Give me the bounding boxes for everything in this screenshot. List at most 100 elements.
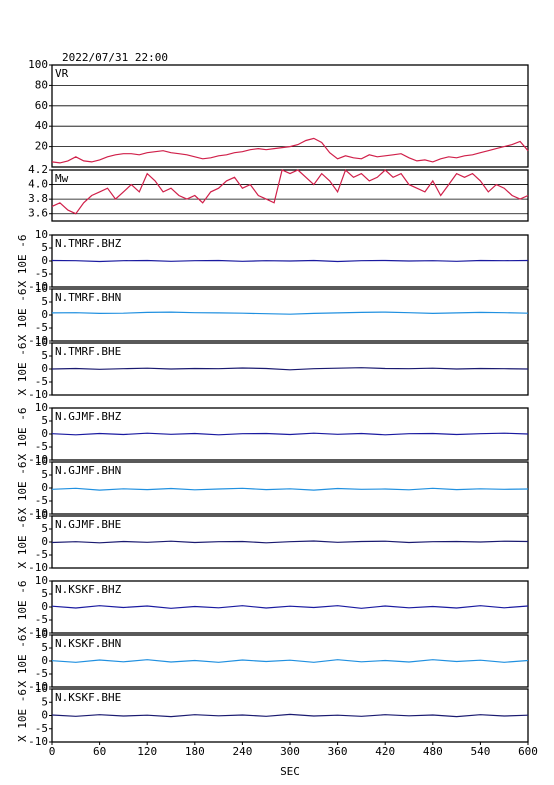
panel-label: N.TMRF.BHN xyxy=(55,291,121,304)
y-tick-label: -10 xyxy=(28,280,48,293)
y-tick-label: 0 xyxy=(41,600,48,613)
chart-title: 2022/07/31 22:00 xyxy=(62,51,168,64)
y-tick-label: 10 xyxy=(35,455,48,468)
y-tick-label: 3.6 xyxy=(28,207,48,220)
y-tick-label: 3.8 xyxy=(28,192,48,205)
data-line xyxy=(51,137,529,164)
y-tick-label: -10 xyxy=(28,561,48,574)
y-tick-label: 10 xyxy=(35,282,48,295)
data-line xyxy=(51,432,529,436)
y-tick-label: -5 xyxy=(35,440,48,453)
data-line xyxy=(51,168,529,215)
y-tick-label: 10 xyxy=(35,628,48,641)
y-tick-label: -5 xyxy=(35,548,48,561)
y-tick-label: -10 xyxy=(28,626,48,639)
y-axis-label: X 10E -6 xyxy=(16,289,29,342)
data-line xyxy=(51,713,529,718)
y-axis-label: X 10E -6 xyxy=(16,581,29,634)
data-line xyxy=(51,540,529,544)
y-tick-label: 5 xyxy=(41,414,48,427)
y-tick-label: -10 xyxy=(28,334,48,347)
x-tick-label: 120 xyxy=(137,745,157,758)
y-tick-label: -5 xyxy=(35,667,48,680)
panel-label: N.GJMF.BHZ xyxy=(55,410,122,423)
data-line xyxy=(51,259,529,263)
panel-label: Mw xyxy=(55,172,69,185)
panel-label: N.TMRF.BHE xyxy=(55,345,121,358)
y-tick-label: 4.0 xyxy=(28,178,48,191)
y-tick-label: 5 xyxy=(41,295,48,308)
x-tick-label: 180 xyxy=(185,745,205,758)
panel-label: VR xyxy=(55,67,69,80)
x-tick-label: 540 xyxy=(470,745,490,758)
x-tick-label: 420 xyxy=(375,745,395,758)
y-tick-label: 80 xyxy=(35,78,48,91)
y-tick-label: 0 xyxy=(41,709,48,722)
y-tick-label: 10 xyxy=(35,228,48,241)
y-tick-label: -5 xyxy=(35,494,48,507)
data-line xyxy=(51,605,529,609)
y-tick-label: 10 xyxy=(35,682,48,695)
y-tick-label: -10 xyxy=(28,680,48,693)
y-tick-label: 0 xyxy=(41,535,48,548)
data-line xyxy=(51,659,529,663)
y-tick-label: 5 xyxy=(41,241,48,254)
y-tick-label: -10 xyxy=(28,388,48,401)
y-tick-label: -5 xyxy=(35,321,48,334)
x-tick-label: 0 xyxy=(49,745,56,758)
panel-label: N.KSKF.BHE xyxy=(55,691,121,704)
x-tick-label: 240 xyxy=(232,745,252,758)
y-tick-label: 5 xyxy=(41,349,48,362)
y-tick-label: 5 xyxy=(41,695,48,708)
y-tick-label: 10 xyxy=(35,336,48,349)
y-tick-label: 10 xyxy=(35,401,48,414)
y-tick-label: 5 xyxy=(41,468,48,481)
x-tick-label: 480 xyxy=(423,745,443,758)
y-axis-label: X 10E -6 xyxy=(16,408,29,461)
y-tick-label: 0 xyxy=(41,308,48,321)
y-tick-label: -5 xyxy=(35,267,48,280)
y-tick-label: 0 xyxy=(41,654,48,667)
panel-label: N.TMRF.BHZ xyxy=(55,237,122,250)
y-axis-label: X 10E -6 xyxy=(16,635,29,688)
panel-label: N.GJMF.BHE xyxy=(55,518,121,531)
y-axis-label: X 10E -6 xyxy=(16,689,29,742)
y-tick-label: -5 xyxy=(35,375,48,388)
y-tick-label: 40 xyxy=(35,119,48,132)
y-tick-label: 60 xyxy=(35,99,48,112)
panel-label: N.KSKF.BHZ xyxy=(55,583,122,596)
y-tick-label: 100 xyxy=(28,58,48,71)
y-tick-label: -10 xyxy=(28,453,48,466)
x-tick-label: 600 xyxy=(518,745,538,758)
panel-label: N.GJMF.BHN xyxy=(55,464,121,477)
y-tick-label: -5 xyxy=(35,613,48,626)
panel-frame xyxy=(51,288,529,342)
x-axis-label: SEC xyxy=(280,765,300,778)
y-tick-label: 4.2 xyxy=(28,163,48,176)
y-tick-label: -5 xyxy=(35,722,48,735)
y-tick-label: 10 xyxy=(35,509,48,522)
panel-label: N.KSKF.BHN xyxy=(55,637,121,650)
y-tick-label: 0 xyxy=(41,481,48,494)
y-tick-label: 0 xyxy=(41,362,48,375)
x-tick-label: 60 xyxy=(93,745,106,758)
data-line xyxy=(51,367,529,371)
y-axis-label: X 10E -6 xyxy=(16,462,29,515)
data-line xyxy=(51,487,529,491)
y-tick-label: -10 xyxy=(28,507,48,520)
y-tick-label: -10 xyxy=(28,735,48,748)
y-axis-label: X 10E -6 xyxy=(16,343,29,396)
y-tick-label: 5 xyxy=(41,587,48,600)
y-axis-label: X 10E -6 xyxy=(16,516,29,569)
y-tick-label: 0 xyxy=(41,427,48,440)
y-tick-label: 5 xyxy=(41,641,48,654)
y-tick-label: 5 xyxy=(41,522,48,535)
data-line xyxy=(51,311,529,315)
y-axis-label: X 10E -6 xyxy=(16,235,29,288)
y-tick-label: 10 xyxy=(35,574,48,587)
x-tick-label: 360 xyxy=(328,745,348,758)
panel-frame xyxy=(51,64,529,168)
panel-frame xyxy=(51,461,529,515)
x-tick-label: 300 xyxy=(280,745,300,758)
